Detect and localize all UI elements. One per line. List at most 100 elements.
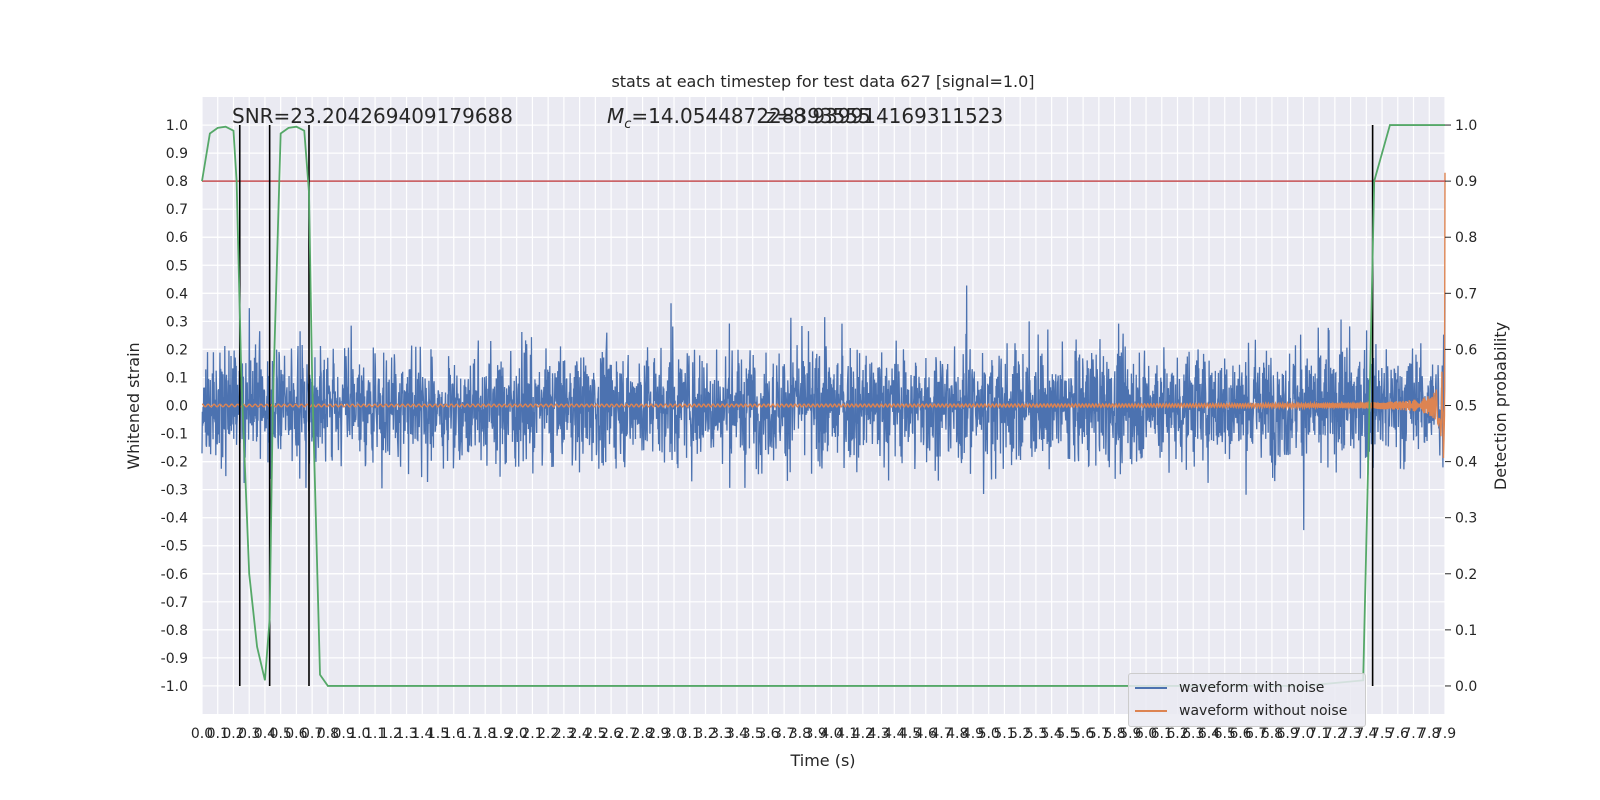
legend-item-noisy: waveform with noise (1135, 679, 1324, 697)
x-tick-label: 5.3 (1025, 726, 1047, 742)
x-tick-label: 1.8 (474, 726, 496, 742)
chirp-mass-subscript: c (624, 117, 632, 132)
y-tick-label: -0.7 (161, 595, 188, 611)
series-detection-probability (201, 124, 1445, 687)
x-tick-label: 7.6 (1387, 726, 1409, 742)
x-tick-label: 1.0 (348, 726, 370, 742)
x-tick-label: 3.2 (694, 726, 716, 742)
x-tick-label: 2.8 (631, 726, 653, 742)
x-tick-label: 5.9 (1119, 726, 1141, 742)
legend: waveform with noise waveform without noi… (1128, 673, 1366, 727)
x-tick-label: 5.8 (1103, 726, 1125, 742)
y-axis-right-ticks: 1.0 0.9 0.8 0.7 0.6 0.5 0.4 0.3 0.2 0.1 0.0 (1445, 118, 1477, 695)
y-tick-label: 0.1 (166, 370, 188, 386)
y-tick-label: 0.7 (166, 202, 188, 218)
y-tick-label: 0.4 (166, 286, 188, 302)
x-tick-label: 0.8 (317, 726, 339, 742)
x-tick-label: 6.6 (1229, 726, 1251, 742)
y-axis-left-ticks: 1.0 0.9 0.8 0.7 0.6 0.5 0.4 0.3 0.2 0.1 0.0 -0.1 -0.… (161, 118, 188, 695)
x-tick-label: 2.7 (616, 726, 638, 742)
x-tick-label: 6.7 (1245, 726, 1267, 742)
x-tick-label: 1.2 (380, 726, 402, 742)
x-tick-label: 0.0 (191, 726, 213, 742)
x-tick-label: 6.0 (1135, 726, 1157, 742)
y2-tick-label: 0.7 (1455, 286, 1477, 302)
x-tick-label: 3.4 (726, 726, 748, 742)
clean-waveform-path (201, 172, 1446, 459)
x-tick-label: 4.9 (962, 726, 984, 742)
legend-label-noisy: waveform with noise (1179, 680, 1325, 696)
x-tick-label: 4.0 (820, 726, 842, 742)
x-tick-label: 6.4 (1198, 726, 1220, 742)
y2-tick-label: 0.6 (1455, 342, 1477, 358)
series-waveform-with-noise (201, 285, 1446, 531)
y2-tick-label: 0.2 (1455, 567, 1477, 583)
z-annotation: z=8.939914169311523 (766, 104, 1004, 128)
y2-tick-label: 0.9 (1455, 174, 1477, 190)
x-tick-label: 3.0 (663, 726, 685, 742)
y-tick-label: 0.6 (166, 230, 188, 246)
x-tick-label: 4.7 (930, 726, 952, 742)
y2-axis-label: Detection probability (1491, 322, 1510, 490)
x-tick-label: 6.1 (1151, 726, 1173, 742)
x-tick-label: 4.6 (915, 726, 937, 742)
y-tick-label: 0.0 (166, 399, 188, 415)
y2-tick-label: 0.4 (1455, 455, 1477, 471)
x-tick-label: 3.1 (679, 726, 701, 742)
x-tick-label: 1.1 (364, 726, 386, 742)
x-tick-label: 4.3 (867, 726, 889, 742)
x-tick-label: 6.2 (1166, 726, 1188, 742)
x-tick-label: 4.4 (883, 726, 905, 742)
y-tick-label: 0.3 (166, 314, 188, 330)
noisy-waveform-path (201, 285, 1446, 531)
x-tick-label: 2.4 (568, 726, 590, 742)
y-tick-label: 0.5 (166, 258, 188, 274)
x-tick-label: 3.5 (742, 726, 764, 742)
x-tick-label: 1.3 (395, 726, 417, 742)
x-tick-label: 4.1 (836, 726, 858, 742)
legend-label-clean: waveform without noise (1179, 703, 1348, 719)
y2-tick-label: 0.5 (1455, 399, 1477, 415)
y2-tick-label: 0.1 (1455, 623, 1477, 639)
x-tick-label: 1.4 (411, 726, 433, 742)
y-tick-label: 1.0 (166, 118, 188, 134)
y-tick-label: -0.6 (161, 567, 188, 583)
x-tick-label: 7.3 (1339, 726, 1361, 742)
x-tick-label: 2.6 (600, 726, 622, 742)
x-tick-label: 4.8 (946, 726, 968, 742)
series-waveform-without-noise (201, 172, 1446, 459)
x-tick-label: 7.9 (1434, 726, 1456, 742)
x-tick-label: 2.3 (553, 726, 575, 742)
x-tick-label: 5.4 (1041, 726, 1063, 742)
x-tick-label: 3.3 (710, 726, 732, 742)
legend-item-clean: waveform without noise (1135, 702, 1347, 720)
x-tick-label: 5.2 (1009, 726, 1031, 742)
x-tick-label: 1.6 (443, 726, 465, 742)
x-tick-label: 7.8 (1418, 726, 1440, 742)
x-tick-label: 0.1 (207, 726, 229, 742)
x-tick-label: 7.5 (1371, 726, 1393, 742)
y2-tick-label: 1.0 (1455, 118, 1477, 134)
x-tick-label: 4.2 (852, 726, 874, 742)
y-axis-label: Whitened strain (124, 342, 143, 469)
x-tick-label: 3.9 (805, 726, 827, 742)
x-tick-label: 7.0 (1292, 726, 1314, 742)
x-tick-label: 3.7 (773, 726, 795, 742)
y-tick-label: -1.0 (161, 679, 188, 695)
y-tick-label: -0.4 (161, 511, 188, 527)
chirp-mass-annotation: Mc=14.054487228393555 (607, 104, 871, 132)
x-tick-label: 3.8 (789, 726, 811, 742)
y-tick-label: 0.9 (166, 146, 188, 162)
x-tick-label: 3.6 (757, 726, 779, 742)
chirp-mass-value: =14.054487228393555 (631, 104, 871, 128)
y-tick-label: 0.2 (166, 342, 188, 358)
y-tick-label: -0.2 (161, 455, 188, 471)
x-tick-label: 2.2 (537, 726, 559, 742)
x-tick-label: 0.7 (301, 726, 323, 742)
chirp-mass-symbol: M (607, 104, 625, 128)
x-tick-label: 1.7 (458, 726, 480, 742)
chart-title: stats at each timestep for test data 627… (611, 72, 1034, 91)
y-tick-label: -0.1 (161, 427, 188, 443)
x-tick-label: 5.0 (978, 726, 1000, 742)
